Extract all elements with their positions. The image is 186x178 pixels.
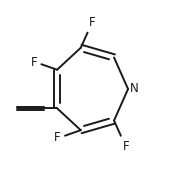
Text: F: F [123, 140, 129, 153]
Text: N: N [130, 82, 139, 96]
Text: F: F [31, 56, 37, 69]
Text: F: F [54, 131, 61, 144]
Text: F: F [89, 16, 96, 29]
